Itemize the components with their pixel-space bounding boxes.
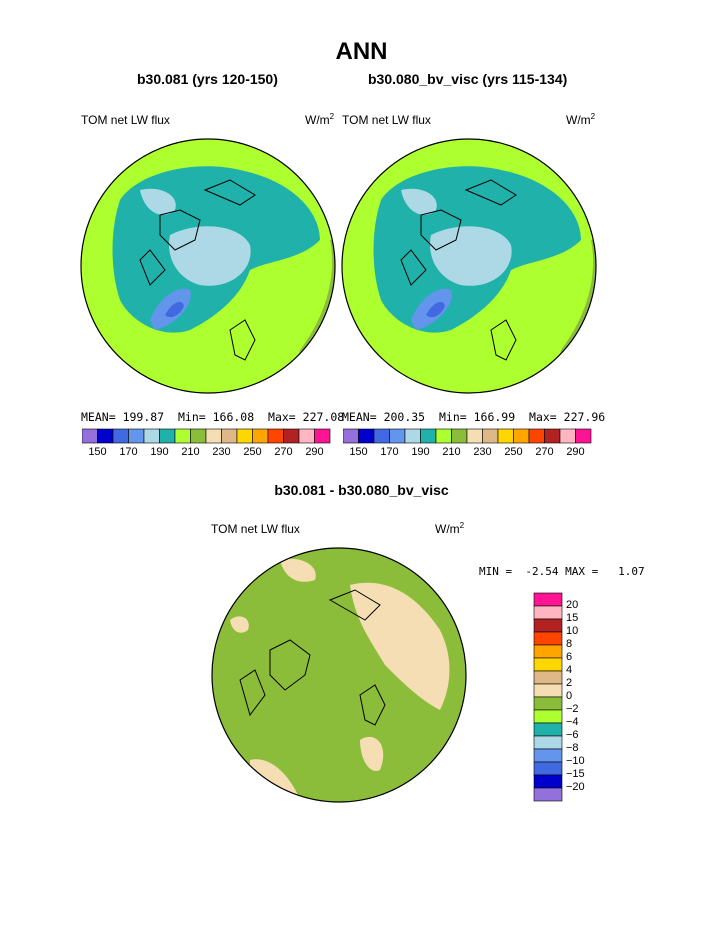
colorbar-swatch [533, 618, 563, 633]
diff-units-label: W/m2 [435, 521, 465, 536]
colorbar-swatch [533, 787, 563, 802]
right-panel-title: b30.080_bv_visc (yrs 115-134) [368, 71, 568, 87]
colorbar-tick-label: 230 [473, 446, 492, 458]
colorbar-tick-label: −20 [566, 781, 585, 793]
colorbar-tick-label: −2 [566, 703, 579, 715]
colorbar-tick-label: 4 [566, 664, 573, 676]
colorbar-tick-label: 150 [88, 446, 107, 458]
left-map-region-min [165, 301, 184, 318]
colorbar-tick-label: 250 [243, 446, 262, 458]
colorbar-swatch [533, 670, 563, 685]
colorbar-swatch [533, 696, 563, 711]
colorbar-tick-label: 190 [411, 446, 430, 458]
colorbar-tick-label: −10 [566, 755, 585, 767]
colorbar-swatch [314, 428, 331, 444]
colorbar-tick-label: 190 [150, 446, 169, 458]
left-units-label: W/m2 [305, 112, 335, 127]
colorbar-swatch [533, 592, 563, 607]
colorbar-swatch [533, 683, 563, 698]
left-map-region-170-190b [140, 188, 176, 215]
colorbar-swatch [533, 605, 563, 620]
diff-map-coastlines [239, 589, 386, 726]
left-stats: MEAN= 199.87 Min= 166.08 Max= 227.08 [81, 410, 345, 424]
diff-map-region-0-2 [350, 582, 450, 710]
colorbar-tick-label: 270 [274, 446, 293, 458]
colorbar-tick-label: −15 [566, 768, 585, 780]
colorbar-tick-label: 210 [442, 446, 461, 458]
colorbar-tick-label: 0 [566, 690, 573, 702]
colorbar-tick-label: −4 [566, 716, 579, 728]
colorbar-tick-label: 8 [566, 638, 573, 650]
colorbar-tick-label: 20 [566, 599, 579, 611]
colorbar-swatch [575, 428, 592, 444]
colorbar-swatch [533, 761, 563, 776]
colorbar-swatch [533, 631, 563, 646]
colorbar-tick-label: 210 [181, 446, 200, 458]
left-panel-title: b30.081 (yrs 120-150) [137, 71, 278, 87]
diff-colorbar [533, 592, 563, 802]
colorbar-tick-label: −8 [566, 742, 579, 754]
colorbar-tick-label: 290 [566, 446, 585, 458]
colorbar-tick-label: 230 [212, 446, 231, 458]
colorbar-tick-label: 270 [535, 446, 554, 458]
colorbar-swatch [533, 735, 563, 750]
colorbar-swatch [533, 722, 563, 737]
colorbar-tick-label: 250 [504, 446, 523, 458]
colorbar-tick-label: 170 [119, 446, 138, 458]
colorbar-tick-label: 290 [305, 446, 324, 458]
left-map-boundary [80, 138, 336, 394]
left-colorbar [82, 428, 331, 444]
left-map-region-170-190 [169, 226, 251, 286]
colorbar-tick-label: 6 [566, 651, 573, 663]
right-field-label: TOM net LW flux [342, 113, 431, 127]
diff-minmax: MIN = -2.54 MAX = 1.07 [479, 565, 645, 578]
diff-map-boundary [211, 547, 467, 803]
right-units-label: W/m2 [566, 112, 596, 127]
colorbar-tick-label: 170 [380, 446, 399, 458]
colorbar-swatch [533, 748, 563, 763]
right-colorbar [343, 428, 592, 444]
colorbar-swatch [533, 774, 563, 789]
colorbar-swatch [533, 644, 563, 659]
left-field-label: TOM net LW flux [81, 113, 170, 127]
page-title: ANN [335, 38, 388, 65]
colorbar-tick-label: 15 [566, 612, 579, 624]
colorbar-swatch [533, 657, 563, 672]
colorbar-tick-label: 2 [566, 677, 573, 689]
right-stats: MEAN= 200.35 Min= 166.99 Max= 227.96 [342, 410, 606, 424]
left-map-coastlines [139, 179, 256, 361]
colorbar-tick-label: −6 [566, 729, 579, 741]
diff-field-label: TOM net LW flux [211, 522, 300, 536]
colorbar-swatch [533, 709, 563, 724]
colorbar-tick-label: 10 [566, 625, 579, 637]
diff-panel-title: b30.081 - b30.080_bv_visc [274, 482, 449, 498]
colorbar-tick-label: 150 [349, 446, 368, 458]
